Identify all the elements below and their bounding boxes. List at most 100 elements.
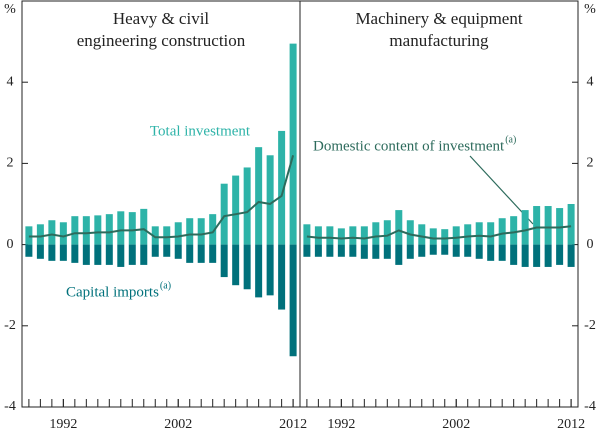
bar (140, 244, 148, 265)
panel-title: Machinery & equipment (355, 9, 522, 28)
bar (406, 244, 414, 259)
bar (349, 244, 357, 257)
bar (266, 155, 274, 245)
bar (372, 222, 380, 245)
y-unit: % (584, 2, 596, 17)
y-unit: % (4, 2, 16, 17)
bar (395, 244, 403, 265)
bar (464, 244, 472, 257)
bar (128, 212, 136, 245)
bar (82, 244, 90, 265)
bar (140, 208, 148, 245)
bar (186, 218, 194, 245)
panel-title: Heavy & civil (113, 9, 210, 28)
bar (544, 244, 552, 267)
bar (105, 244, 113, 265)
bar (163, 244, 171, 257)
bar (48, 244, 56, 261)
bar (475, 222, 483, 245)
bar (464, 224, 472, 245)
bar (151, 244, 159, 257)
series-label: Domestic content of investment (313, 138, 505, 154)
bar (105, 214, 113, 245)
bar (510, 244, 518, 265)
bar (289, 244, 297, 357)
bar (533, 206, 541, 245)
bar (243, 167, 251, 245)
bar (521, 244, 529, 267)
bar (59, 222, 67, 245)
y-tick-label: -2 (584, 318, 596, 333)
line (28, 155, 295, 239)
bar (337, 228, 345, 245)
bar (521, 210, 529, 245)
bar (452, 226, 460, 245)
bar (544, 206, 552, 245)
bar (349, 226, 357, 245)
bar (372, 244, 380, 259)
bar (220, 244, 228, 278)
bar (383, 244, 391, 259)
bar (429, 228, 437, 245)
x-tick-label: 2012 (279, 417, 307, 432)
bar (567, 244, 575, 267)
y-tick-label: 0 (587, 237, 594, 252)
bar (498, 218, 506, 245)
bar (360, 226, 368, 245)
bar (209, 244, 217, 263)
bar (487, 244, 495, 261)
bar (418, 244, 426, 257)
bar (36, 244, 44, 259)
bar (197, 244, 205, 263)
bar (209, 214, 217, 245)
bar (186, 244, 194, 263)
bar (314, 226, 322, 245)
y-tick-label: 2 (587, 156, 594, 171)
bar (429, 244, 437, 255)
bar (533, 244, 541, 267)
series-label: Total investment (150, 123, 251, 139)
panel-title: manufacturing (389, 31, 489, 50)
bar (418, 224, 426, 245)
x-tick-label: 2012 (557, 417, 585, 432)
bar (498, 244, 506, 261)
bar (337, 244, 345, 257)
bar (59, 244, 67, 261)
bar (360, 244, 368, 259)
bar (326, 244, 334, 257)
bar (266, 244, 274, 296)
x-tick-label: 2002 (164, 417, 192, 432)
bar (197, 218, 205, 245)
bar (278, 130, 286, 245)
bar (82, 216, 90, 245)
bar (163, 226, 171, 245)
bar (326, 226, 334, 245)
bar (71, 216, 79, 245)
bar (395, 210, 403, 245)
x-tick-label: 2002 (442, 417, 470, 432)
y-tick-label: 4 (587, 74, 594, 89)
bar (48, 220, 56, 245)
line (306, 225, 572, 240)
bar (117, 244, 125, 267)
bar (151, 226, 159, 245)
bar (243, 244, 251, 290)
x-tick-label: 1992 (327, 417, 355, 432)
bar (25, 244, 33, 257)
footnote-mark: (a) (505, 134, 516, 145)
bar (94, 215, 102, 245)
bar (117, 211, 125, 245)
bar (25, 226, 33, 245)
bar (452, 244, 460, 257)
bar (289, 43, 297, 245)
y-tick-label: 2 (7, 156, 14, 171)
y-tick-label: -4 (584, 399, 596, 414)
bar (128, 244, 136, 265)
bar (94, 244, 102, 265)
bar (406, 220, 414, 245)
bar (232, 175, 240, 245)
bar (441, 244, 449, 255)
bar (567, 204, 575, 245)
bar (255, 244, 263, 298)
bar (556, 208, 564, 245)
